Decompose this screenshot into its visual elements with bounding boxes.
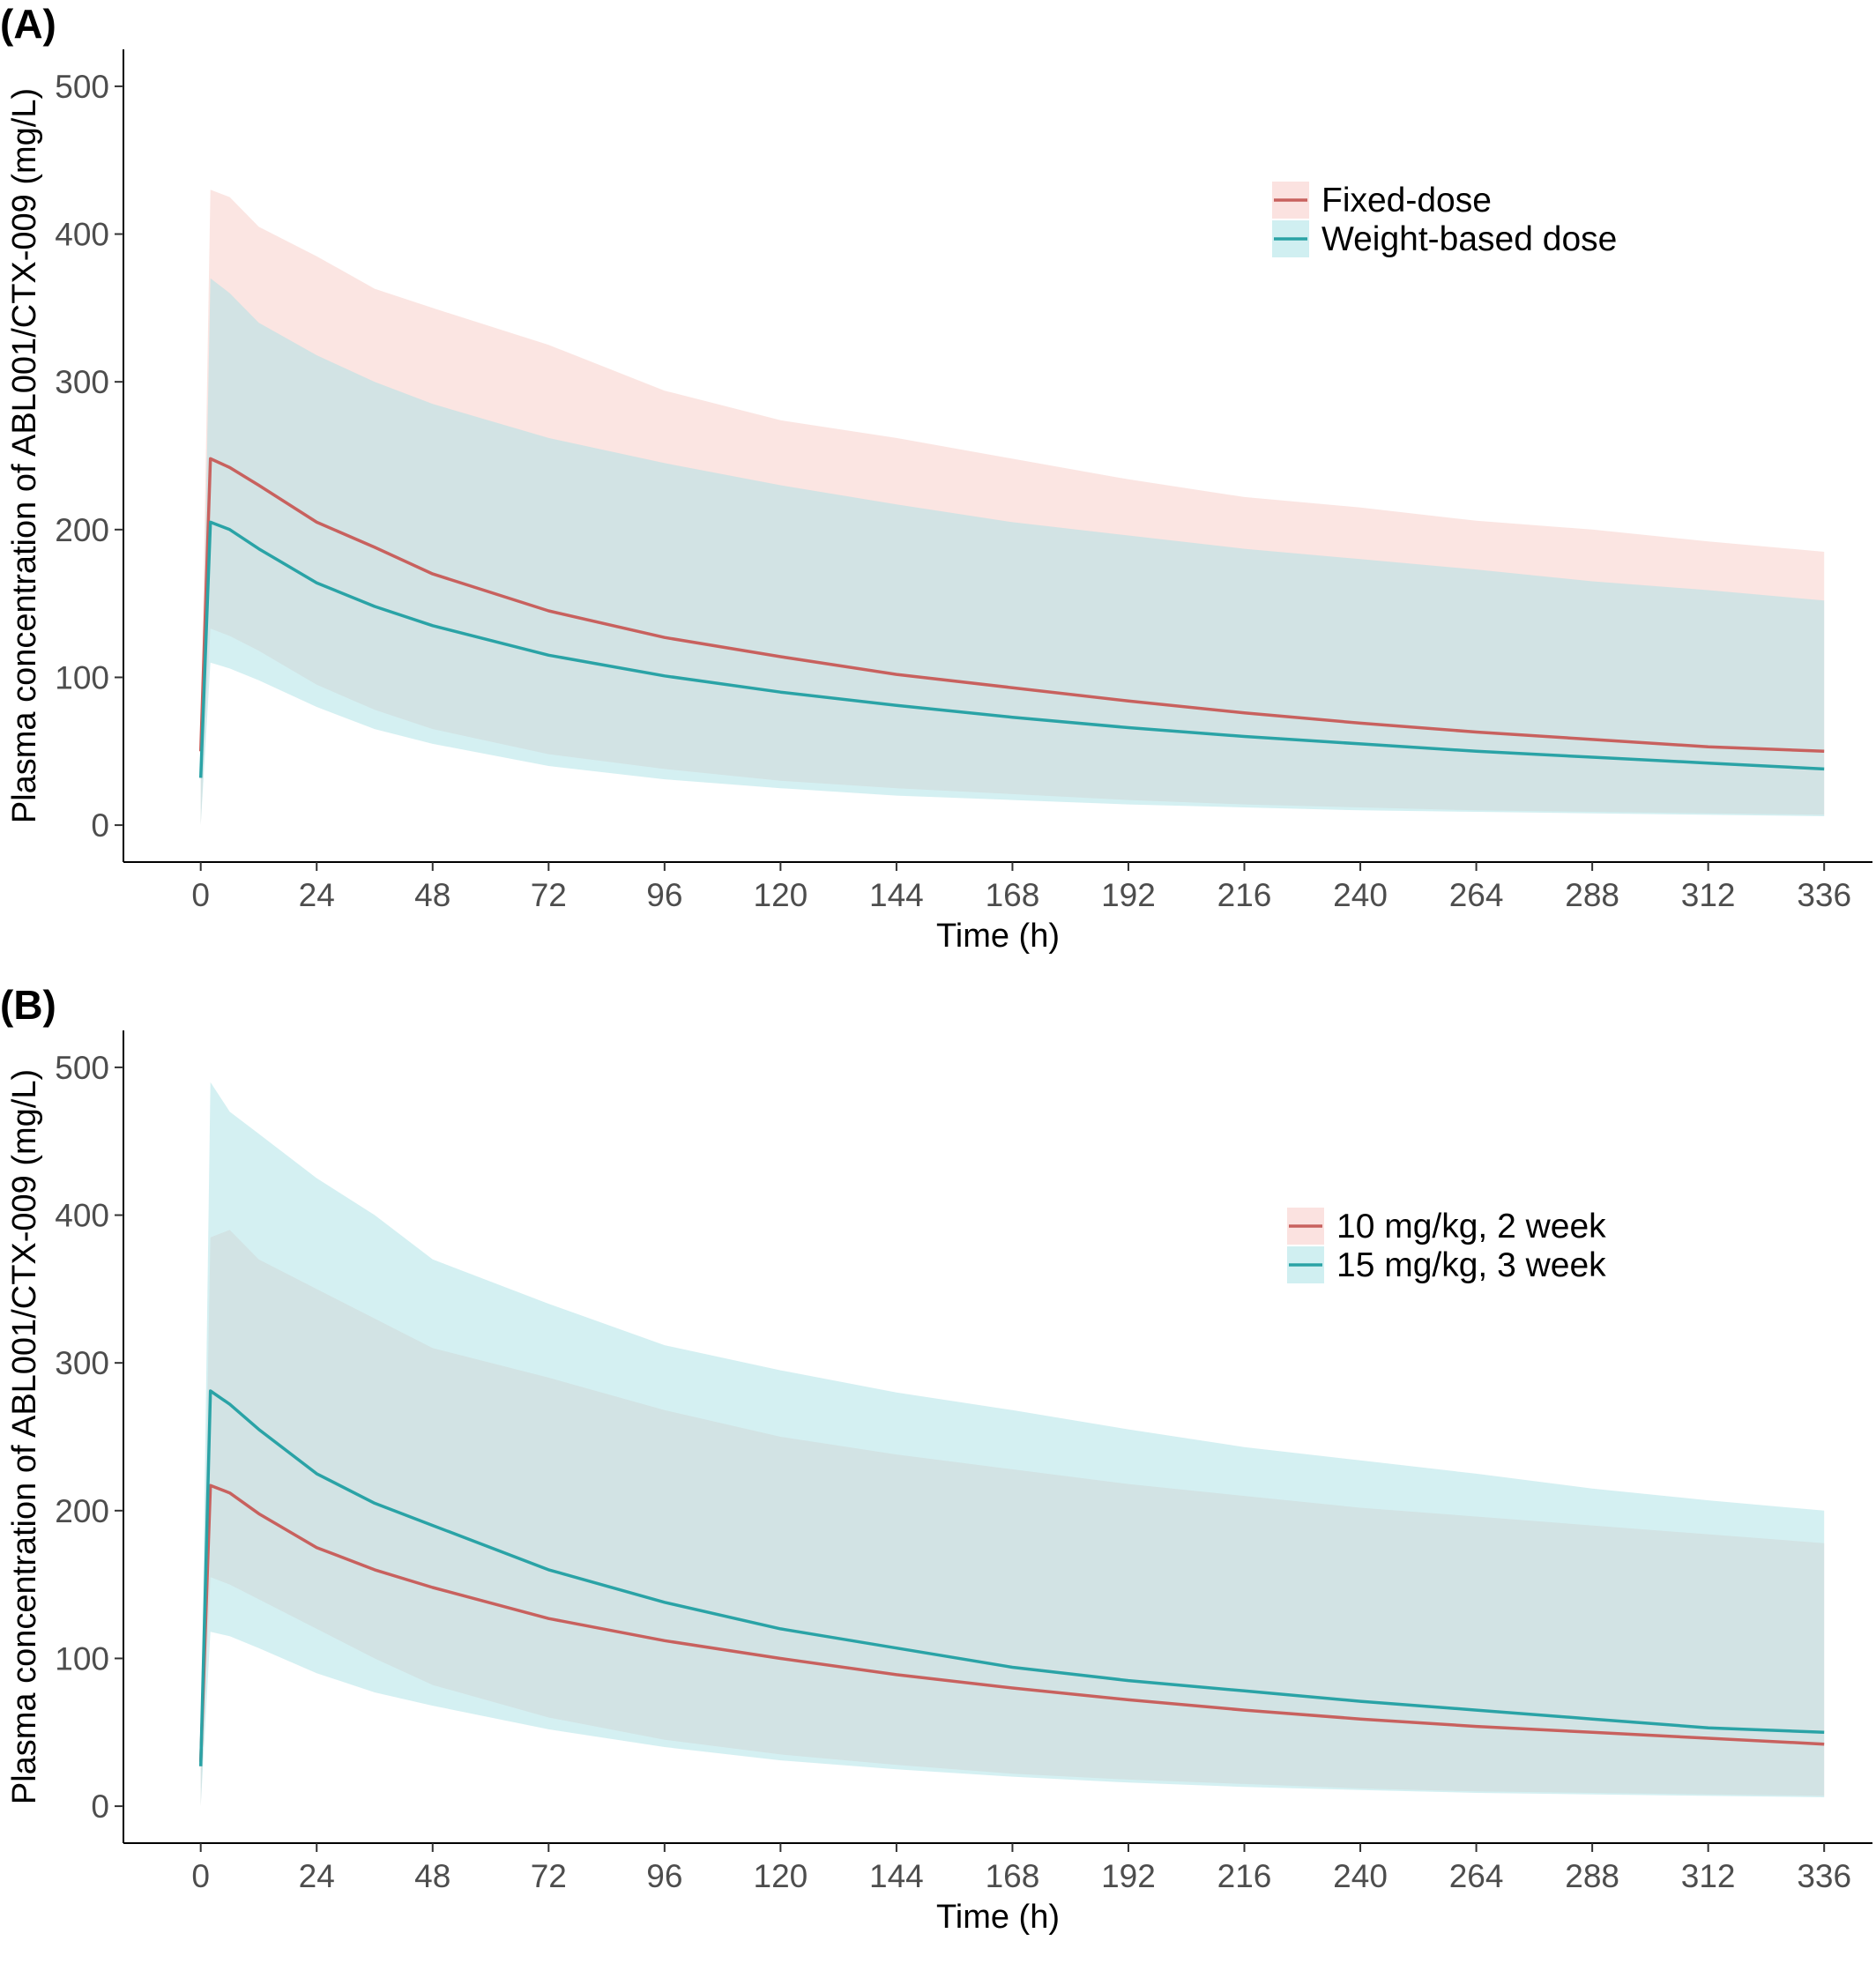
- x-tick-label: 24: [299, 1858, 335, 1894]
- y-axis-title: Plasma concentration of ABL001/CTX-009 (…: [6, 88, 43, 823]
- x-tick-label: 168: [986, 877, 1040, 913]
- x-tick-label: 72: [531, 1858, 567, 1894]
- y-tick-label: 200: [55, 512, 109, 548]
- y-tick-label: 200: [55, 1493, 109, 1529]
- y-tick-label: 100: [55, 1640, 109, 1677]
- legend-label: Fixed-dose: [1321, 182, 1492, 219]
- x-tick-label: 336: [1797, 877, 1851, 913]
- x-tick-label: 288: [1565, 877, 1619, 913]
- x-tick-label: 264: [1449, 1858, 1504, 1894]
- x-tick-label: 264: [1449, 877, 1504, 913]
- legend-label: Weight-based dose: [1321, 220, 1617, 258]
- x-tick-label: 120: [754, 1858, 808, 1894]
- x-tick-label: 288: [1565, 1858, 1619, 1894]
- series-line: [198, 520, 1825, 778]
- chart-b: 0 24 48 72 96 120 144 168 192 216 240 264 288 312 336 0…: [6, 1030, 1872, 1936]
- x-tick-label: 0: [191, 877, 210, 913]
- y-tick-label: 400: [55, 217, 109, 253]
- x-tick-label: 120: [754, 877, 808, 913]
- x-axis-title: Time (h): [936, 1899, 1060, 1936]
- y-tick-label: 400: [55, 1198, 109, 1234]
- chart-a: 0 24 48 72 96 120 144 168 192 216 240 264 288 312 336 0…: [6, 49, 1872, 955]
- x-tick-label: 216: [1217, 877, 1272, 913]
- x-tick-label: 24: [299, 877, 335, 913]
- y-tick-label: 300: [55, 1345, 109, 1381]
- series-line: [198, 457, 1825, 754]
- x-tick-label: 192: [1101, 877, 1156, 913]
- x-tick-label: 48: [414, 1858, 450, 1894]
- x-tick-label: 144: [869, 1858, 924, 1894]
- x-tick-label: 48: [414, 877, 450, 913]
- x-tick-label: 240: [1333, 877, 1388, 913]
- x-tick-label: 312: [1681, 877, 1736, 913]
- x-tick-label: 312: [1681, 1858, 1736, 1894]
- series-line: [198, 1483, 1825, 1762]
- x-tick-label: 240: [1333, 1858, 1388, 1894]
- legend-label: 15 mg/kg, 3 week: [1336, 1246, 1606, 1284]
- legend-label: 10 mg/kg, 2 week: [1336, 1208, 1606, 1245]
- x-tick-label: 192: [1101, 1858, 1156, 1894]
- x-tick-label: 72: [531, 877, 567, 913]
- x-tick-label: 0: [191, 1858, 210, 1894]
- chart-panel-b: (B) 0 24 48 72 96 120 144 168 192 216 240 264 288 312…: [0, 981, 1876, 1962]
- y-tick-label: 500: [55, 69, 109, 105]
- x-tick-label: 216: [1217, 1858, 1272, 1894]
- x-tick-label: 168: [986, 1858, 1040, 1894]
- x-tick-label: 336: [1797, 1858, 1851, 1894]
- y-tick-label: 0: [91, 807, 109, 844]
- x-tick-label: 96: [646, 877, 682, 913]
- y-tick-label: 500: [55, 1050, 109, 1086]
- y-tick-label: 100: [55, 659, 109, 695]
- chart-panel-a: (A) 0 24 48 72 96 120 144 168 192 216 240 264 288 312…: [0, 0, 1876, 981]
- x-tick-label: 144: [869, 877, 924, 913]
- y-tick-label: 300: [55, 364, 109, 400]
- panel-label: (A): [0, 1, 56, 47]
- interval-band: [200, 1082, 1825, 1807]
- interval-band: [200, 278, 1825, 826]
- y-axis-title: Plasma concentration of ABL001/CTX-009 (…: [6, 1069, 43, 1804]
- x-tick-label: 96: [646, 1858, 682, 1894]
- x-axis-title: Time (h): [936, 918, 1060, 955]
- y-tick-label: 0: [91, 1788, 109, 1825]
- panel-label: (B): [0, 982, 56, 1028]
- series-line: [198, 1389, 1825, 1766]
